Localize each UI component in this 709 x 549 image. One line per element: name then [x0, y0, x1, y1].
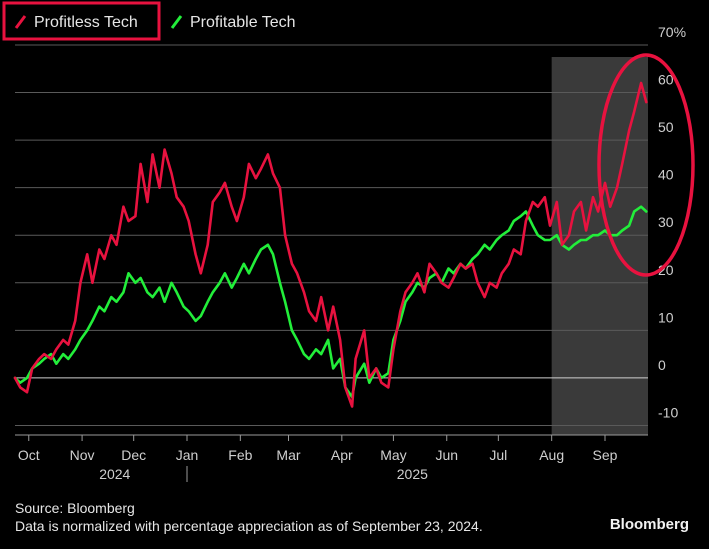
legend-highlight-box	[2, 1, 161, 41]
x-axis-ticks: Oct Nov Dec Jan Feb Mar Apr May Jun Jul Aug Sep 2024…	[15, 434, 648, 482]
year-label: 2025	[397, 466, 428, 482]
legend-swatch-profitable	[170, 15, 183, 29]
x-tick-label: Jul	[489, 447, 507, 463]
x-tick-label: Mar	[276, 447, 300, 463]
year-label: 2024	[99, 466, 130, 482]
x-tick-label: Dec	[121, 447, 146, 463]
y-axis-ticks: 70% 60 50 40 30 20 10 0 -10	[658, 24, 686, 420]
x-tick-label: Jun	[435, 447, 458, 463]
y-tick-label: 50	[658, 119, 674, 135]
y-tick-label: 40	[658, 167, 674, 183]
y-tick-label: 20	[658, 262, 674, 278]
y-tick-label: 60	[658, 72, 674, 88]
x-tick-label: May	[380, 447, 406, 463]
grid-lines	[15, 44, 648, 426]
legend-label-profitless: Profitless Tech	[34, 14, 138, 31]
series-line-profitless-tech	[13, 81, 648, 408]
series-lines	[13, 81, 648, 408]
x-tick-label: Aug	[539, 447, 564, 463]
y-tick-label: 30	[658, 214, 674, 230]
x-tick-label: Jan	[176, 447, 199, 463]
legend-swatch-profitless	[14, 15, 27, 29]
series-line-profitable-tech	[13, 205, 648, 399]
annotation-ellipse	[597, 53, 695, 277]
x-tick-label: Apr	[331, 447, 353, 463]
x-tick-label: Oct	[18, 447, 40, 463]
bloomberg-logo: Bloomberg	[609, 516, 689, 533]
y-tick-label: 10	[658, 309, 674, 325]
x-tick-label: Sep	[593, 447, 618, 463]
y-tick-label: 70%	[658, 24, 686, 40]
x-tick-label: Nov	[70, 447, 95, 463]
y-tick-label: 0	[658, 357, 666, 373]
legend: Profitless Tech Profitable Tech	[2, 1, 296, 41]
y-tick-label: -10	[658, 404, 678, 420]
footer-source: Source: Bloomberg	[15, 500, 135, 516]
footer-note: Data is normalized with percentage appre…	[15, 518, 483, 534]
legend-label-profitable: Profitable Tech	[190, 14, 296, 31]
x-tick-label: Feb	[228, 447, 252, 463]
